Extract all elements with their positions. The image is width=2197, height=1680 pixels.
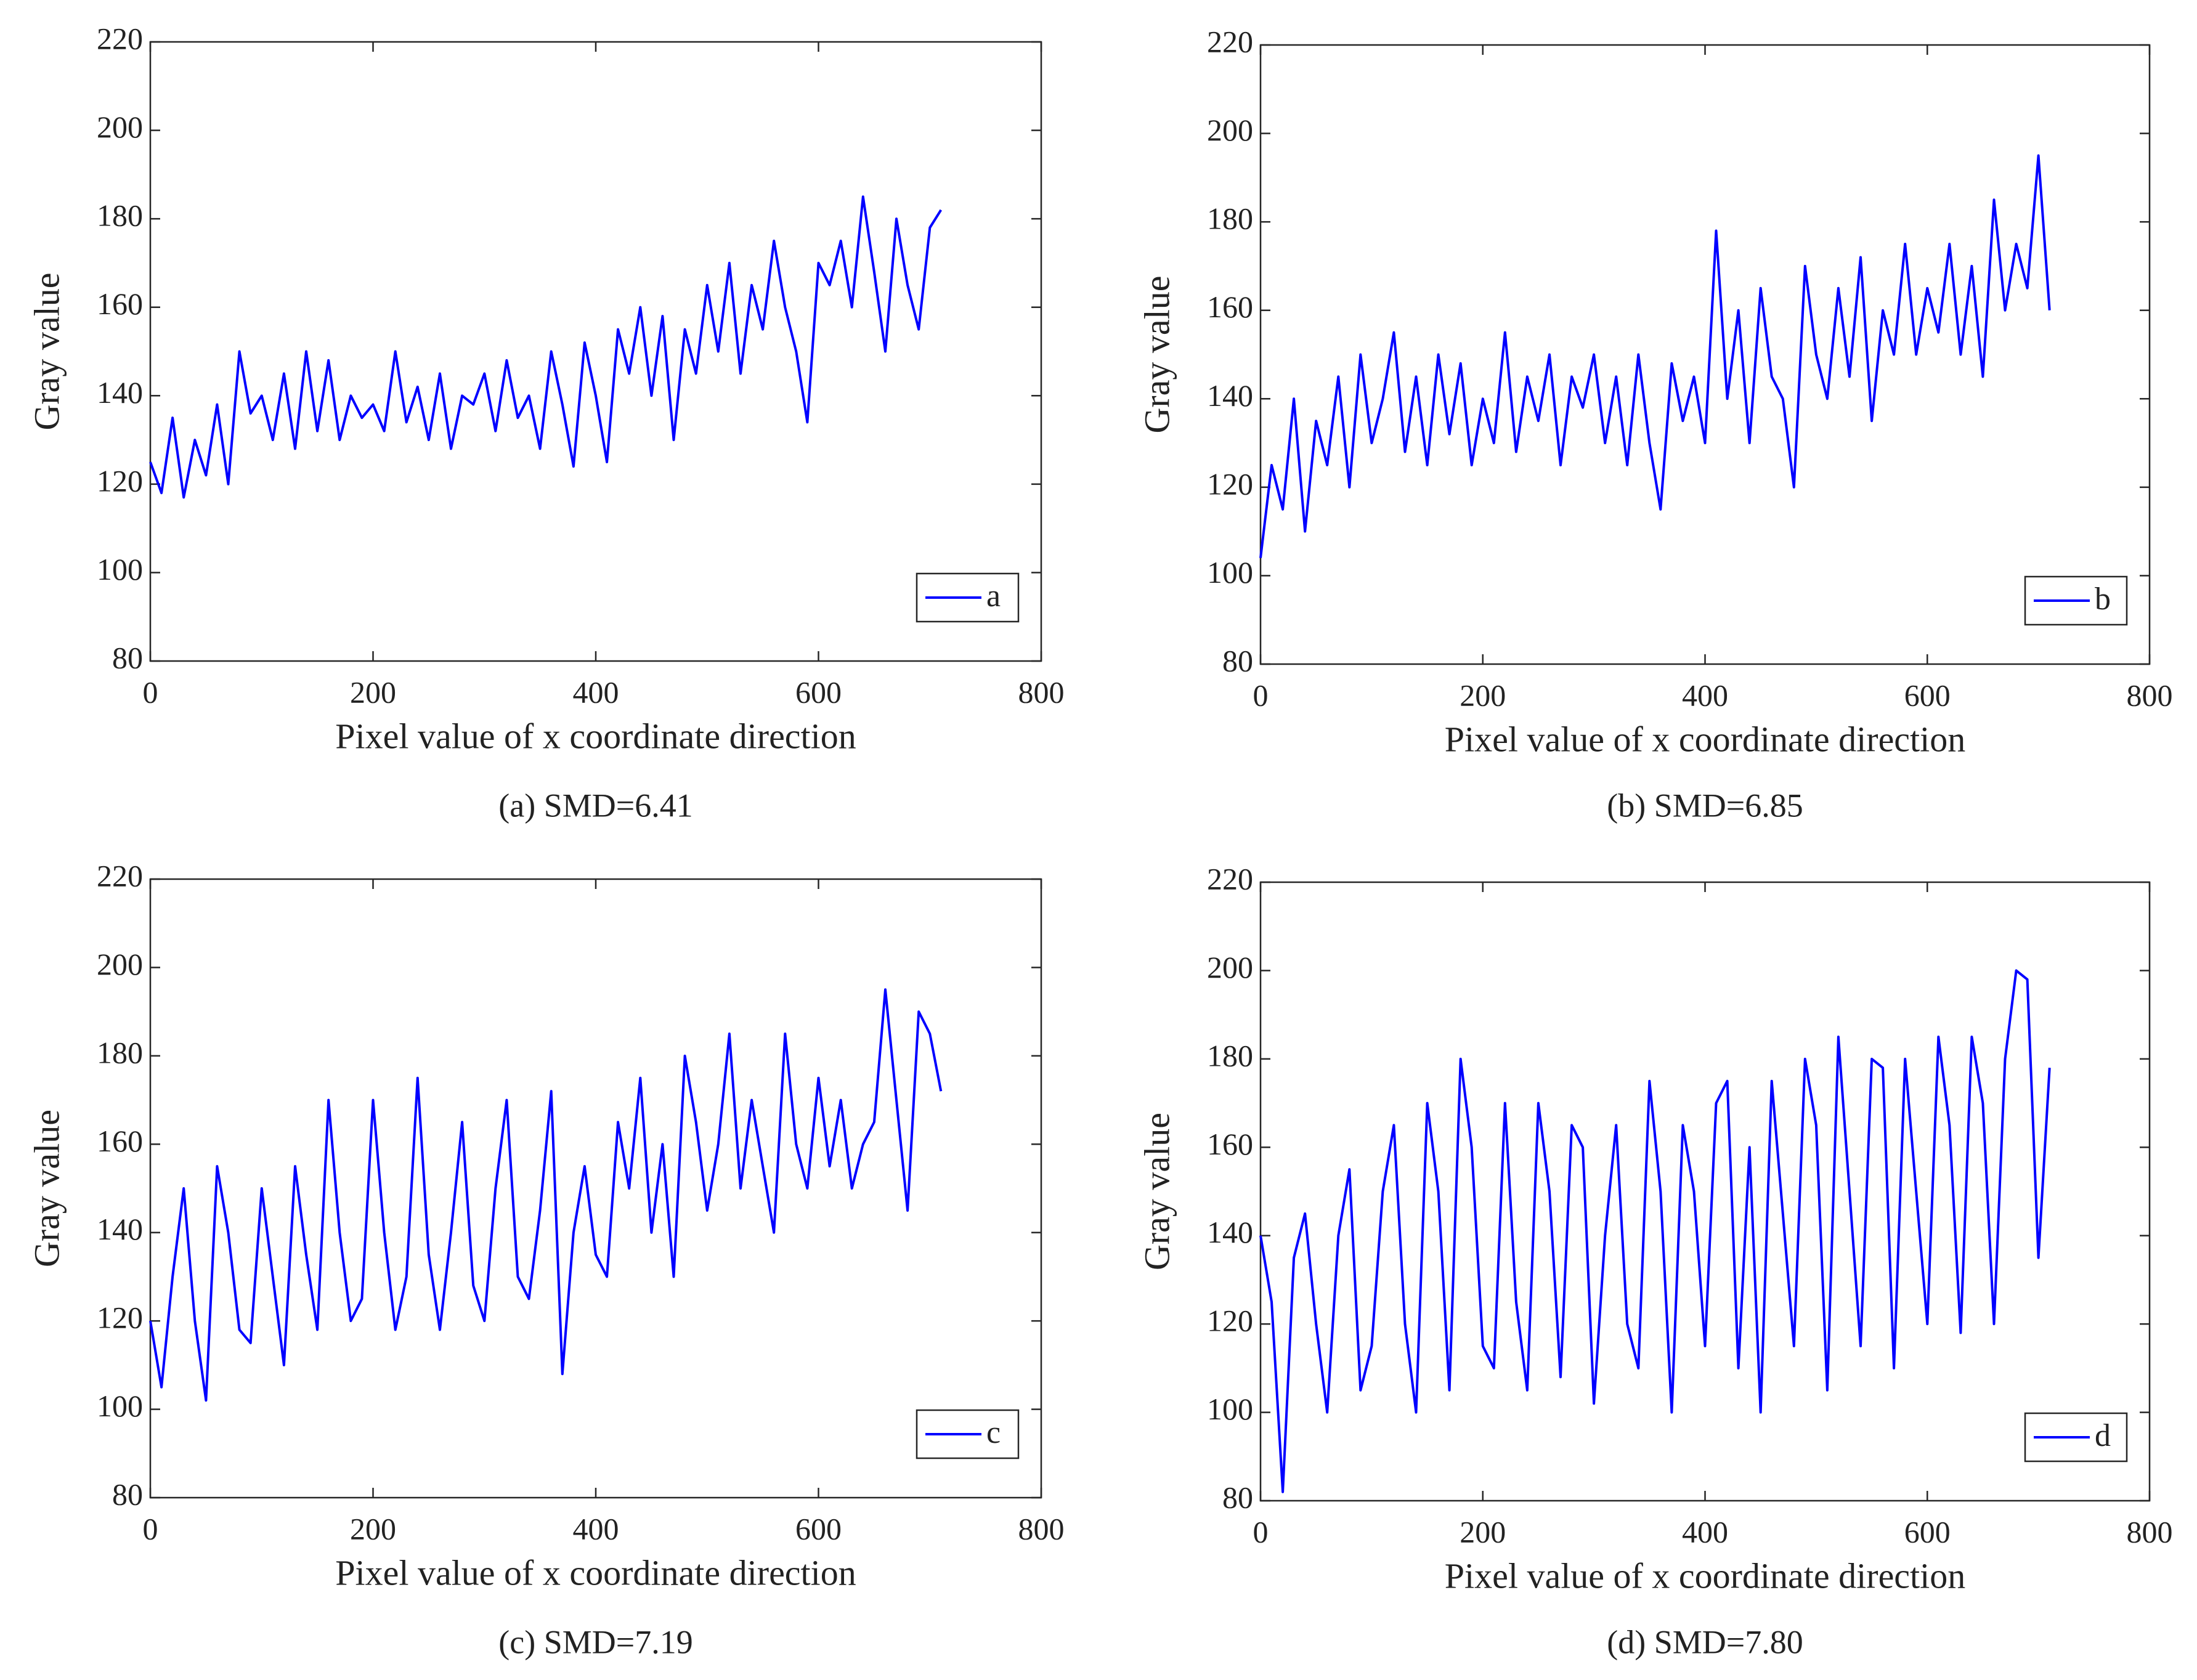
x-tick-label: 600 — [1904, 1514, 1951, 1549]
y-tick-label: 80 — [1222, 643, 1253, 678]
x-axis-label: Pixel value of x coordinate direction — [1445, 1556, 1966, 1596]
x-tick-label: 200 — [350, 1511, 396, 1546]
legend-label: a — [986, 578, 1001, 614]
y-tick-label: 100 — [1207, 1392, 1253, 1426]
x-tick-label: 600 — [795, 675, 842, 709]
y-tick-label: 180 — [97, 1035, 143, 1069]
y-tick-label: 140 — [97, 375, 143, 410]
y-tick-label: 80 — [1222, 1480, 1253, 1514]
y-axis-label: Gray value — [26, 272, 67, 430]
x-tick-label: 400 — [573, 1511, 619, 1546]
y-axis-label: Gray value — [1137, 1113, 1177, 1270]
data-line — [149, 195, 942, 499]
plot-frame — [1259, 44, 2151, 665]
x-axis-label: Pixel value of x coordinate direction — [1445, 719, 1966, 759]
y-tick-label: 200 — [97, 110, 143, 144]
legend-label: d — [2095, 1418, 2111, 1453]
plot-frame — [149, 41, 1042, 662]
x-tick-label: 200 — [350, 675, 396, 709]
y-tick-label: 200 — [1207, 113, 1253, 147]
x-tick-label: 0 — [1253, 678, 1269, 712]
x-tick-label: 800 — [2127, 678, 2173, 712]
y-tick-label: 200 — [1207, 950, 1253, 984]
caption: (d) SMD=7.80 — [1607, 1623, 1803, 1660]
y-tick-label: 180 — [97, 198, 143, 233]
x-axis-label: Pixel value of x coordinate direction — [335, 716, 856, 756]
plot-frame — [1259, 881, 2151, 1502]
y-tick-label: 160 — [97, 286, 143, 321]
y-tick-label: 120 — [1207, 1304, 1253, 1338]
x-tick-label: 400 — [1682, 1514, 1728, 1549]
x-tick-label: 0 — [143, 1511, 158, 1546]
x-tick-label: 200 — [1460, 1514, 1506, 1549]
x-tick-label: 800 — [1018, 1511, 1065, 1546]
y-tick-label: 140 — [97, 1212, 143, 1246]
x-tick-label: 0 — [1253, 1514, 1269, 1549]
y-tick-label: 120 — [1207, 466, 1253, 501]
y-tick-label: 100 — [1207, 555, 1253, 590]
y-tick-label: 140 — [1207, 378, 1253, 413]
y-tick-label: 220 — [97, 21, 143, 55]
y-axis-label: Gray value — [26, 1110, 67, 1267]
y-tick-label: 220 — [1207, 861, 1253, 896]
x-tick-label: 200 — [1460, 678, 1506, 712]
y-tick-label: 120 — [97, 1301, 143, 1335]
y-tick-label: 80 — [112, 1477, 143, 1511]
x-tick-label: 400 — [1682, 678, 1728, 712]
y-tick-label: 220 — [97, 858, 143, 893]
y-tick-label: 160 — [97, 1124, 143, 1158]
legend-label: c — [986, 1415, 1001, 1450]
caption: (c) SMD=7.19 — [498, 1623, 692, 1660]
caption: (b) SMD=6.85 — [1607, 787, 1803, 824]
y-tick-label: 100 — [97, 552, 143, 586]
y-tick-label: 140 — [1207, 1215, 1253, 1249]
x-tick-label: 800 — [1018, 675, 1065, 709]
y-axis-label: Gray value — [1137, 275, 1177, 433]
x-axis-label: Pixel value of x coordinate direction — [335, 1552, 856, 1593]
data-line — [1259, 154, 2051, 558]
y-tick-label: 160 — [1207, 290, 1253, 324]
y-tick-label: 180 — [1207, 201, 1253, 236]
legend-label: b — [2095, 582, 2111, 617]
x-tick-label: 600 — [795, 1511, 842, 1546]
y-tick-label: 120 — [97, 463, 143, 498]
caption: (a) SMD=6.41 — [498, 787, 692, 824]
data-line — [1259, 969, 2051, 1493]
y-tick-label: 80 — [112, 640, 143, 675]
x-tick-label: 800 — [2127, 1514, 2173, 1549]
data-line — [149, 988, 943, 1402]
x-tick-label: 600 — [1904, 678, 1951, 712]
y-tick-label: 160 — [1207, 1127, 1253, 1161]
y-tick-label: 180 — [1207, 1038, 1253, 1073]
y-tick-label: 200 — [97, 947, 143, 981]
x-tick-label: 400 — [573, 675, 619, 709]
x-tick-label: 0 — [143, 675, 158, 709]
y-tick-label: 220 — [1207, 24, 1253, 59]
y-tick-label: 100 — [97, 1389, 143, 1423]
plot-frame — [149, 878, 1042, 1499]
